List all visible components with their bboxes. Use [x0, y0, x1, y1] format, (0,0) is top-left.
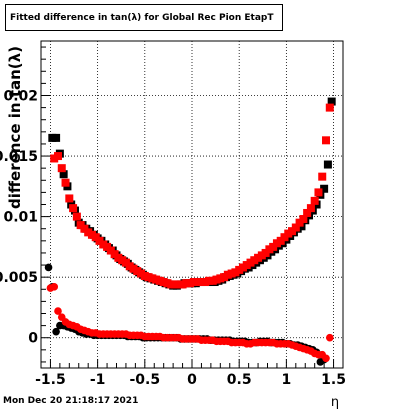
y-tick-label: 0.02 — [3, 89, 38, 105]
y-tick-label: 0.005 — [0, 270, 38, 286]
x-tick-label: -1.5 — [35, 372, 66, 388]
x-tick-label: 1.5 — [321, 372, 346, 388]
data-point — [327, 97, 336, 106]
data-point — [322, 136, 331, 145]
data-point — [323, 160, 332, 169]
data-point — [69, 204, 78, 213]
y-tick-label: 0.015 — [0, 149, 38, 165]
data-point — [72, 212, 81, 221]
x-tick-label: 1 — [282, 372, 292, 388]
y-tick-label: 0.01 — [3, 210, 38, 226]
data-point — [303, 208, 312, 217]
data-point — [314, 188, 323, 197]
series-3 — [46, 283, 334, 363]
series-1 — [50, 103, 334, 289]
timestamp: Mon Dec 20 21:18:17 2021 — [3, 396, 139, 406]
data-point — [52, 327, 60, 336]
data-point — [53, 152, 62, 161]
data-point — [50, 283, 59, 291]
data-point — [325, 333, 334, 342]
data-point — [318, 172, 327, 181]
data-point — [325, 103, 334, 112]
data-point — [54, 307, 62, 315]
x-tick-label: -0.5 — [130, 372, 161, 388]
y-axis-label: difference in tan(λ) — [6, 46, 24, 209]
data-point — [299, 215, 308, 224]
data-point — [320, 184, 329, 193]
data-point — [310, 196, 319, 205]
data-point — [61, 178, 70, 187]
data-point — [52, 133, 61, 142]
x-tick-label: -1 — [90, 372, 106, 388]
chart-title: Fitted difference in tan(λ) for Global R… — [5, 4, 283, 31]
data-point — [57, 164, 66, 173]
y-tick-label: 0 — [28, 331, 38, 347]
x-tick-label: 0.5 — [227, 372, 252, 388]
data-point — [44, 263, 53, 272]
data-point — [291, 223, 300, 232]
data-point — [322, 354, 330, 363]
data-point — [306, 204, 315, 213]
data-point — [59, 170, 68, 179]
plot-area — [41, 41, 343, 368]
data-point — [65, 194, 74, 203]
x-axis-label: η — [331, 395, 339, 409]
x-tick-label: 0 — [187, 372, 197, 388]
